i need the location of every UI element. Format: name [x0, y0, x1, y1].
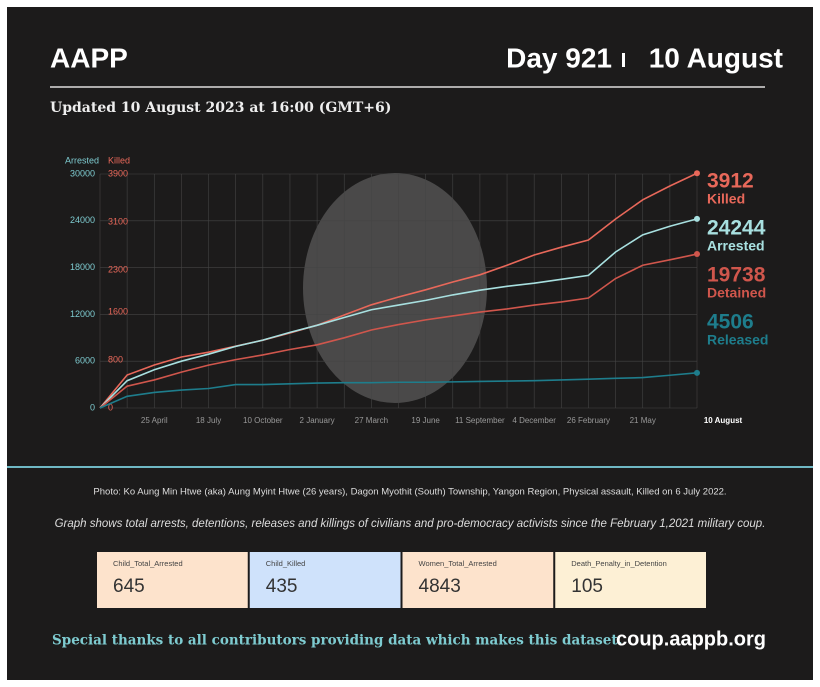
series-line [99, 218, 698, 409]
header-day: Day 921 [506, 42, 612, 73]
stat-card [402, 552, 554, 608]
stat-value: 435 [266, 576, 298, 597]
end-value-label: 4506 [707, 311, 754, 334]
footer-thanks: Special thanks to all contributors provi… [52, 633, 622, 649]
stat-value: 4843 [419, 576, 461, 597]
y2-tick-label: 0 [108, 402, 113, 412]
y-tick-label: 0 [90, 402, 95, 412]
end-point [694, 251, 700, 258]
x-tick-label: 4 December [512, 416, 556, 425]
stat-cards: Child_Total_Arrested 645 Child_Killed 435 Wo… [97, 552, 706, 608]
x-tick-label: 11 September [455, 416, 505, 425]
y-tick-label: 18000 [70, 262, 95, 272]
stat-value: 645 [113, 576, 145, 597]
end-point [694, 215, 700, 222]
x-tick-label: 27 March [355, 416, 388, 425]
legend-label: Released [707, 332, 768, 348]
y2-axis-title: Killed [108, 155, 130, 165]
updated: Updated 10 August 2023 at 16:00 (GMT+6) [50, 100, 391, 116]
stat-label: Child_Killed [266, 559, 306, 568]
x-tick-label: 2 January [300, 416, 335, 425]
y2-tick-label: 2300 [108, 264, 128, 274]
x-tick-label: 10 October [243, 416, 283, 425]
x-tick-label: 18 July [196, 416, 221, 425]
y-axis-title: Arrested [65, 155, 99, 165]
header-title: AAPP [50, 42, 128, 73]
y2-tick-label: 3100 [108, 216, 128, 226]
footer-url: coup.aappb.org [616, 628, 766, 650]
series-line [99, 172, 698, 409]
chart: 25 April 18 July 10 October 2 January 27 Mar… [65, 155, 769, 425]
subtitle: Graph shows total arrests, detentions, r… [55, 518, 766, 530]
end-value-label: 19738 [707, 264, 766, 287]
x-tick-label: 26 February [567, 416, 610, 425]
stat-card [555, 552, 706, 608]
end-point [694, 170, 700, 177]
series-line [99, 253, 698, 409]
y2-tick-label: 3900 [108, 168, 128, 178]
stat-card [97, 552, 248, 608]
end-value-label: 24244 [707, 217, 766, 240]
y-tick-label: 6000 [75, 356, 95, 366]
stat-label: Women_Total_Arrested [419, 559, 497, 568]
legend-label: Detained [707, 285, 766, 301]
caption: Photo: Ko Aung Min Htwe (aka) Aung Myint… [93, 487, 726, 498]
header-date: 10 August [649, 42, 783, 73]
y-tick-label: 30000 [70, 168, 95, 178]
y-tick-label: 24000 [70, 215, 95, 225]
x-tick-label: 19 June [411, 416, 440, 425]
legend-label: Killed [707, 191, 745, 207]
end-value-label: 3912 [707, 170, 754, 193]
y-tick-label: 12000 [70, 309, 95, 319]
legend-label: Arrested [707, 238, 765, 254]
end-point [694, 369, 700, 376]
divider [622, 53, 625, 67]
x-tick-label: 25 April [141, 416, 168, 425]
stat-card [249, 552, 401, 608]
y2-tick-label: 800 [108, 354, 123, 364]
x-tick-label: 10 August [704, 416, 743, 425]
stat-value: 105 [571, 576, 603, 597]
y2-tick-label: 1600 [108, 306, 128, 316]
stat-label: Child_Total_Arrested [113, 559, 183, 568]
photo [303, 173, 487, 403]
series-line [99, 372, 698, 409]
x-tick-label: 21 May [630, 416, 656, 425]
stat-label: Death_Penalty_in_Detention [571, 559, 667, 568]
